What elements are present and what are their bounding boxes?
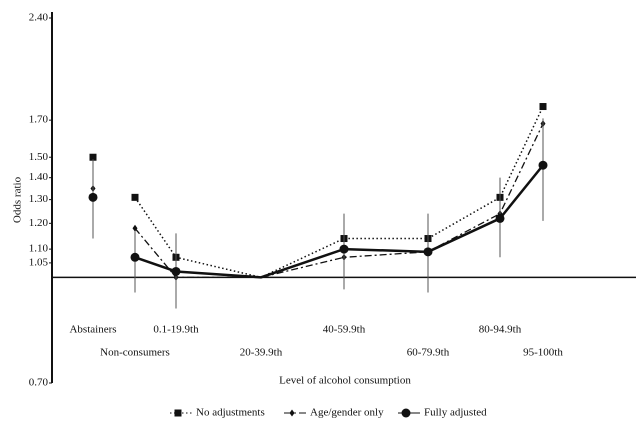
y-tick-label: 1.10 xyxy=(29,243,49,255)
marker-circle xyxy=(423,247,433,257)
marker-circle xyxy=(171,266,181,276)
y-tick-label: 2.40 xyxy=(29,12,49,24)
marker-square xyxy=(131,193,139,201)
marker-diamond xyxy=(132,224,138,232)
marker-circle xyxy=(339,244,349,254)
legend-label: Age/gender only xyxy=(310,407,384,419)
x-tick-label: 20-39.9th xyxy=(240,347,283,359)
x-tick-label: 0.1-19.9th xyxy=(153,324,199,336)
series-line xyxy=(134,164,544,279)
marker-circle xyxy=(495,213,505,223)
y-tick-label: 0.70 xyxy=(29,377,49,389)
y-tick-label: 1.70 xyxy=(29,114,49,126)
y-tick-label: 1.50 xyxy=(29,151,49,163)
marker-circle xyxy=(130,252,140,262)
x-tick-label: Non-consumers xyxy=(100,347,170,359)
marker-square xyxy=(89,153,97,161)
y-tick-label: 1.20 xyxy=(29,217,49,229)
legend-label: Fully adjusted xyxy=(424,407,487,419)
legend-label: No adjustments xyxy=(196,407,265,419)
marker-diamond xyxy=(289,409,295,417)
y-axis-title: Odds ratio xyxy=(12,176,24,223)
x-axis-title: Level of alcohol consumption xyxy=(279,375,411,387)
y-tick-label: 1.30 xyxy=(29,193,49,205)
x-tick-label: 80-94.9th xyxy=(479,324,522,336)
marker-square xyxy=(174,409,182,417)
marker-circle xyxy=(88,192,98,202)
x-tick-label: Abstainers xyxy=(69,324,116,336)
series-line xyxy=(134,123,544,278)
marker-square xyxy=(539,103,547,111)
x-tick-label: 60-79.9th xyxy=(407,347,450,359)
marker-circle xyxy=(538,160,548,170)
marker-circle xyxy=(401,408,411,418)
x-tick-label: 40-59.9th xyxy=(323,324,366,336)
y-tick-label: 1.40 xyxy=(29,171,49,183)
x-tick-label: 95-100th xyxy=(523,347,563,359)
y-tick-label: 1.05 xyxy=(29,256,49,268)
